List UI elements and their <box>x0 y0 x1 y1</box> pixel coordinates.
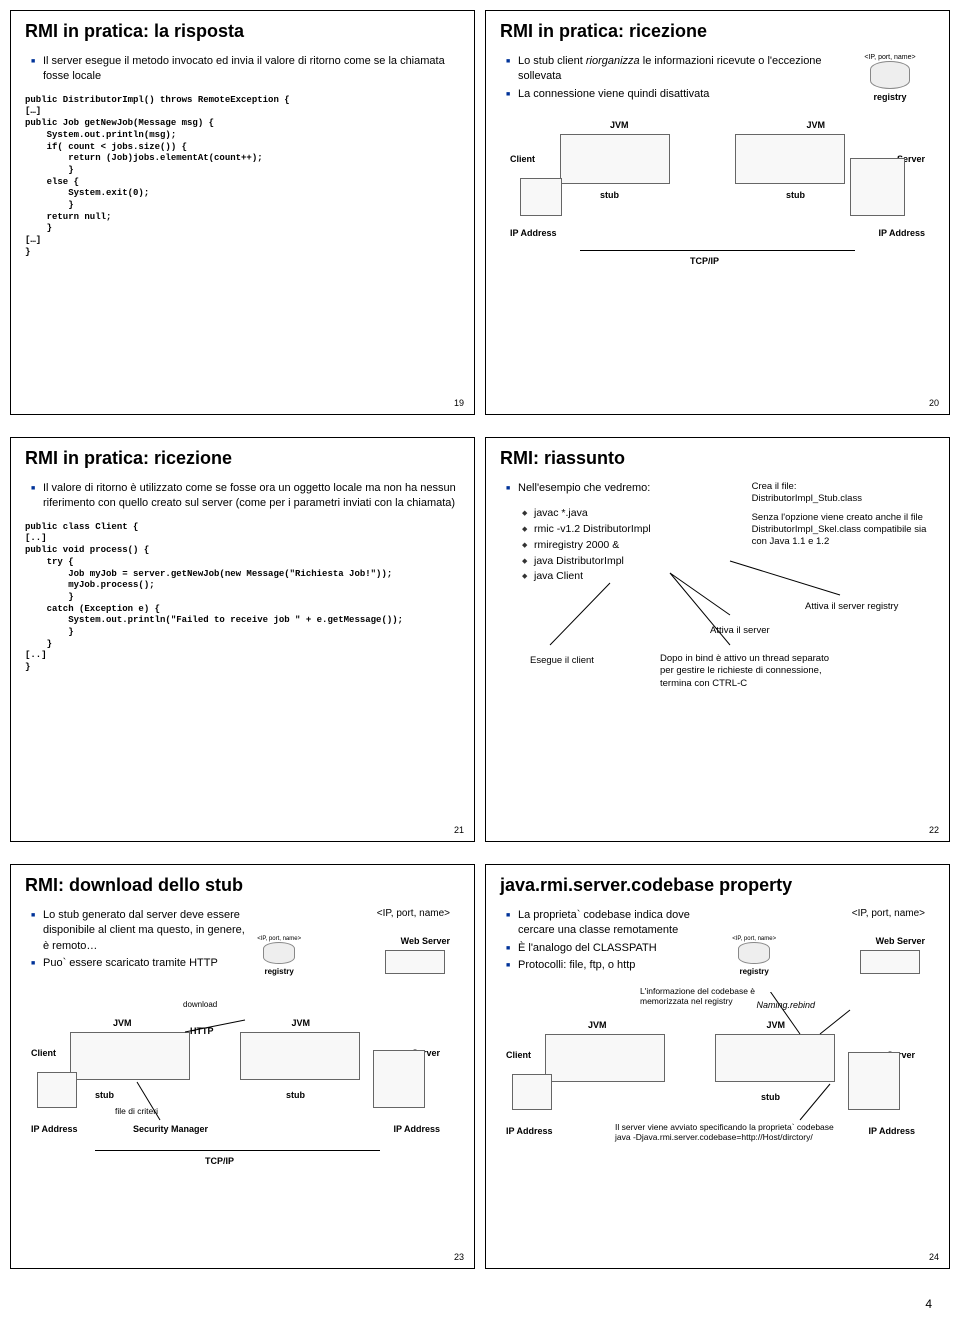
bullet: Il valore di ritorno è utilizzato come s… <box>31 481 460 512</box>
arrows <box>25 990 460 1190</box>
bullet: Nell'esempio che vedremo: <box>506 481 744 496</box>
ipport-label: <IP, port, name> <box>845 54 935 61</box>
jvm-label: JVM <box>806 120 825 130</box>
registry-label: registry <box>257 967 301 976</box>
slide-19: RMI in pratica: la risposta Il server es… <box>10 10 475 415</box>
page-number: 23 <box>454 1252 464 1262</box>
bullet: La proprieta` codebase indica dove cerca… <box>506 908 726 939</box>
bullet-list: Nell'esempio che vedremo: <box>500 481 744 496</box>
annotations: Esegue il client Attiva il server Attiva… <box>500 595 935 735</box>
bullet: Il server esegue il metodo invocato ed i… <box>31 54 460 85</box>
bullet-list: Il server esegue il metodo invocato ed i… <box>25 54 460 85</box>
tcpip-label: TCP/IP <box>690 256 719 266</box>
bullet: È l'analogo del CLASSPATH <box>506 941 726 956</box>
row-2: RMI in pratica: ricezione Il valore di r… <box>10 437 950 842</box>
code-block: public DistributorImpl() throws RemoteEx… <box>25 95 460 259</box>
stub-label: stub <box>786 190 805 200</box>
slide-21: RMI in pratica: ricezione Il valore di r… <box>10 437 475 842</box>
top-diagram: <IP, port, name> registry <IP, port, nam… <box>257 908 460 978</box>
slide-title: RMI: riassunto <box>500 448 935 469</box>
page-number: 19 <box>454 398 464 408</box>
slide-title: java.rmi.server.codebase property <box>500 875 935 896</box>
webserver-label: Web Server <box>876 936 925 946</box>
network-diagram: JVM JVM Client Server stub stub IP Addre… <box>500 120 935 300</box>
page-number: 22 <box>929 825 939 835</box>
ipport-label: <IP, port, name> <box>852 908 925 919</box>
network-diagram: L'informazione del codebase è memorizzat… <box>500 992 935 1192</box>
note-crea: Crea il file: DistributorImpl_Stub.class <box>752 481 935 506</box>
row-3: RMI: download dello stub Lo stub generat… <box>10 864 950 1269</box>
bullet-list: Lo stub client riorganizza le informazio… <box>500 54 845 104</box>
sub-bullet: javac *.java <box>522 506 744 522</box>
page-number: 24 <box>929 1252 939 1262</box>
bullet: Puo` essere scaricato tramite HTTP <box>31 956 251 971</box>
webserver-label: Web Server <box>401 936 450 946</box>
slide-20: RMI in pratica: ricezione Lo stub client… <box>485 10 950 415</box>
bullet-list: Il valore di ritorno è utilizzato come s… <box>25 481 460 512</box>
bullet-list: Lo stub generato dal server deve essere … <box>25 908 251 974</box>
registry-box: <IP, port, name> registry <box>845 54 935 114</box>
bullet: La connessione viene quindi disattivata <box>506 87 845 102</box>
footer-page-number: 4 <box>10 1291 950 1317</box>
network-diagram: JVM JVM download HTTP Client Server stub… <box>25 990 460 1190</box>
registry-label: registry <box>732 967 776 976</box>
note-senza: Senza l'opzione viene creato anche il fi… <box>752 512 935 549</box>
bullet-list: La proprieta` codebase indica dove cerca… <box>500 908 726 976</box>
registry-label: registry <box>845 92 935 102</box>
bullet: Protocolli: file, ftp, o http <box>506 958 726 973</box>
client-label: Client <box>510 154 535 164</box>
slide-title: RMI in pratica: la risposta <box>25 21 460 42</box>
ipaddr-label: IP Address <box>510 228 557 238</box>
row-1: RMI in pratica: la risposta Il server es… <box>10 10 950 415</box>
slide-title: RMI in pratica: ricezione <box>500 21 935 42</box>
jvm-label: JVM <box>610 120 629 130</box>
ipport-label: <IP, port, name> <box>377 908 450 919</box>
ipaddr-label: IP Address <box>878 228 925 238</box>
top-diagram: <IP, port, name> registry <IP, port, nam… <box>732 908 935 978</box>
page-number: 21 <box>454 825 464 835</box>
page: RMI in pratica: la risposta Il server es… <box>0 0 960 1327</box>
arrows-svg <box>500 545 935 725</box>
slide-title: RMI in pratica: ricezione <box>25 448 460 469</box>
stub-label: stub <box>600 190 619 200</box>
bullet: Lo stub generato dal server deve essere … <box>31 908 251 954</box>
slide-23: RMI: download dello stub Lo stub generat… <box>10 864 475 1269</box>
slide-title: RMI: download dello stub <box>25 875 460 896</box>
arrows <box>500 992 935 1192</box>
page-number: 20 <box>929 398 939 408</box>
slide-22: RMI: riassunto Nell'esempio che vedremo:… <box>485 437 950 842</box>
sub-bullet: rmic -v1.2 DistributorImpl <box>522 522 744 538</box>
code-block: public class Client { [..] public void p… <box>25 522 460 674</box>
slide-24: java.rmi.server.codebase property La pro… <box>485 864 950 1269</box>
bullet: Lo stub client riorganizza le informazio… <box>506 54 845 85</box>
